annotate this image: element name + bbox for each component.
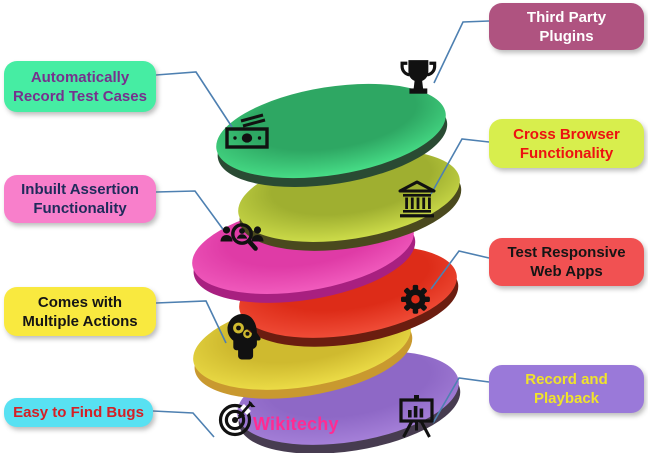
brand-wordmark: Wikitechy: [253, 414, 339, 434]
feature-third-party-plugins: Third Party Plugins: [489, 3, 644, 50]
feature-cross-browser-functionality: Cross Browser Functionality: [489, 119, 644, 168]
feature-label-text: Test Responsive Web Apps: [507, 244, 626, 280]
target-icon: [218, 400, 256, 437]
feature-label-text: Third Party Plugins: [526, 8, 607, 45]
connector-record-playback: [432, 377, 490, 424]
presentation-icon: [399, 395, 434, 438]
feature-label-text: Automatically Record Test Cases: [13, 68, 147, 105]
feature-easy-to-find-bugs: Easy to Find Bugs: [4, 398, 153, 427]
gear-icon: [401, 284, 430, 314]
audience-search-icon: [220, 223, 264, 251]
disc-green: [216, 83, 448, 187]
bank-icon: [398, 180, 436, 218]
head-gears-icon: [227, 314, 261, 360]
connector-cross-browser: [430, 138, 490, 195]
feature-inbuilt-assertion-functionality: Inbuilt Assertion Functionality: [4, 175, 156, 223]
connector-inbuilt-assertion: [155, 190, 226, 233]
connector-multiple-actions: [155, 300, 227, 344]
money-icon: [225, 113, 269, 149]
feature-automatically-record-test-cases: Automatically Record Test Cases: [4, 61, 156, 112]
feature-label-text: Easy to Find Bugs: [13, 404, 144, 421]
feature-label-text: Record and Playback: [525, 371, 608, 407]
feature-label-text: Cross Browser Functionality: [513, 125, 620, 162]
connector-third-party: [433, 20, 490, 84]
feature-label-text: Comes with Multiple Actions: [22, 293, 138, 330]
feature-label-text: Inbuilt Assertion Functionality: [21, 181, 139, 217]
connector-test-responsive: [430, 250, 490, 290]
feature-comes-with-multiple-actions: Comes with Multiple Actions: [4, 287, 156, 336]
trophy-icon: [400, 60, 437, 94]
feature-test-responsive-web-apps: Test Responsive Web Apps: [489, 238, 644, 286]
feature-record-and-playback: Record and Playback: [489, 365, 644, 413]
connector-automatically-record: [155, 71, 233, 128]
connector-easy-find-bugs: [152, 410, 215, 438]
